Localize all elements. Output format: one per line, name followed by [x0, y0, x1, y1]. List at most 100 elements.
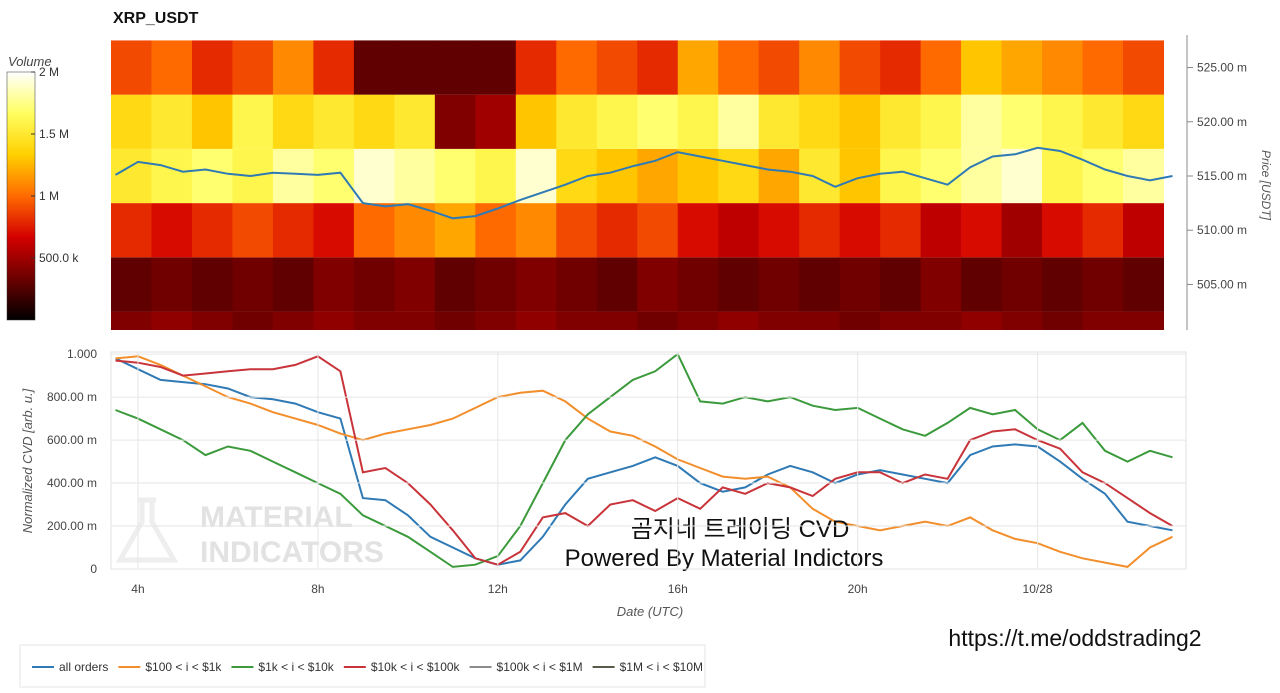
heat-cell [272, 311, 314, 330]
heat-cell [839, 257, 881, 312]
price-line [114, 146, 1173, 220]
heat-cell [961, 148, 1003, 204]
legend-label: $100 < i < $1k [145, 660, 222, 674]
heat-cell [1123, 40, 1165, 95]
colorbar-tick-label: 1.5 M [39, 127, 69, 141]
heat-cell [1082, 40, 1124, 95]
heat-cell [758, 40, 800, 95]
heat-cell [111, 94, 152, 149]
heat-cell [191, 203, 233, 258]
heat-cell [313, 40, 355, 95]
heat-cell [961, 203, 1003, 258]
price-tick-label: 525.00 m [1197, 61, 1247, 75]
footer-url: https://t.me/oddstrading2 [948, 625, 1201, 651]
colorbar [6, 71, 36, 321]
heat-cell [839, 203, 881, 258]
heat-cell [880, 94, 922, 149]
heat-cell [151, 94, 193, 149]
heat-cell [880, 257, 922, 312]
heat-cell [839, 148, 881, 204]
heat-cell [677, 94, 719, 149]
heat-cell [1001, 257, 1043, 312]
heat-cell [394, 311, 436, 330]
heat-cell [232, 94, 274, 149]
price-tick-label: 515.00 m [1197, 169, 1247, 183]
heat-cell [313, 257, 355, 312]
heat-cell [353, 311, 395, 330]
heat-cell [394, 203, 436, 258]
colorbar-tick-label: 1 M [39, 189, 59, 203]
heat-cell [637, 148, 679, 204]
heat-cell [1001, 94, 1043, 149]
watermark-text: MATERIAL [200, 501, 353, 534]
heat-cell [677, 257, 719, 312]
x-tick-label: 10/28 [1023, 582, 1053, 596]
heat-cell [515, 311, 557, 330]
heatmap [111, 40, 1165, 330]
heat-cell [677, 203, 719, 258]
heat-cell [596, 257, 638, 312]
heat-cell [1042, 94, 1084, 149]
heat-cell [677, 311, 719, 330]
heat-cell [1123, 94, 1165, 149]
heat-cell [394, 148, 436, 204]
heat-cell [1082, 148, 1124, 204]
heat-cell [191, 257, 233, 312]
heat-cell [191, 94, 233, 149]
heat-cell [799, 203, 841, 258]
heat-cell [1042, 311, 1084, 330]
heat-cell [353, 94, 395, 149]
heat-cell [272, 203, 314, 258]
heat-cell [151, 257, 193, 312]
heat-cell [799, 257, 841, 312]
heat-cell [394, 94, 436, 149]
heat-cell [718, 94, 760, 149]
heat-cell [961, 94, 1003, 149]
price-tick-label: 520.00 m [1197, 115, 1247, 129]
heat-cell [434, 311, 476, 330]
heat-cell [1042, 203, 1084, 258]
heat-cell [596, 148, 638, 204]
heat-cell [637, 311, 679, 330]
legend-label: $1M < i < $10M [620, 660, 703, 674]
heat-cell [596, 203, 638, 258]
heat-cell [111, 40, 152, 95]
heat-cell [191, 40, 233, 95]
y-tick-label: 400.00 m [47, 476, 97, 490]
heat-cell [596, 40, 638, 95]
cvd-line [115, 355, 1173, 566]
x-tick-label: 20h [848, 582, 868, 596]
legend-label: $10k < i < $100k [371, 660, 461, 674]
cvd-line [115, 352, 1173, 568]
heat-cell [596, 311, 638, 330]
chart-title: XRP_USDT [113, 10, 199, 27]
y-tick-label: 800.00 m [47, 390, 97, 404]
y-tick-label: 600.00 m [47, 433, 97, 447]
annotation: Powered By Material Indictors [565, 545, 884, 572]
price-tick-label: 510.00 m [1197, 223, 1247, 237]
heat-cell [1082, 257, 1124, 312]
heat-cell [920, 311, 962, 330]
heat-cell [475, 148, 517, 204]
heat-cell [718, 311, 760, 330]
cvd-line [115, 355, 1173, 568]
heat-cell [637, 94, 679, 149]
colorbar-tick-label: 500.0 k [39, 251, 79, 265]
heat-cell [799, 311, 841, 330]
x-tick-label: 16h [668, 582, 688, 596]
x-tick-label: 4h [131, 582, 144, 596]
heat-cell [920, 203, 962, 258]
y-tick-label: 0 [90, 562, 97, 576]
heat-cell [1123, 257, 1165, 312]
heat-cell [556, 94, 598, 149]
heat-cell [880, 203, 922, 258]
legend-label: $100k < i < $1M [497, 660, 583, 674]
heat-cell [596, 94, 638, 149]
heat-cell [232, 311, 274, 330]
heat-cell [758, 94, 800, 149]
heat-cell [434, 94, 476, 149]
heat-cell [111, 203, 152, 258]
heat-cell [1001, 311, 1043, 330]
colorbar-tick-label: 2 M [39, 65, 59, 79]
